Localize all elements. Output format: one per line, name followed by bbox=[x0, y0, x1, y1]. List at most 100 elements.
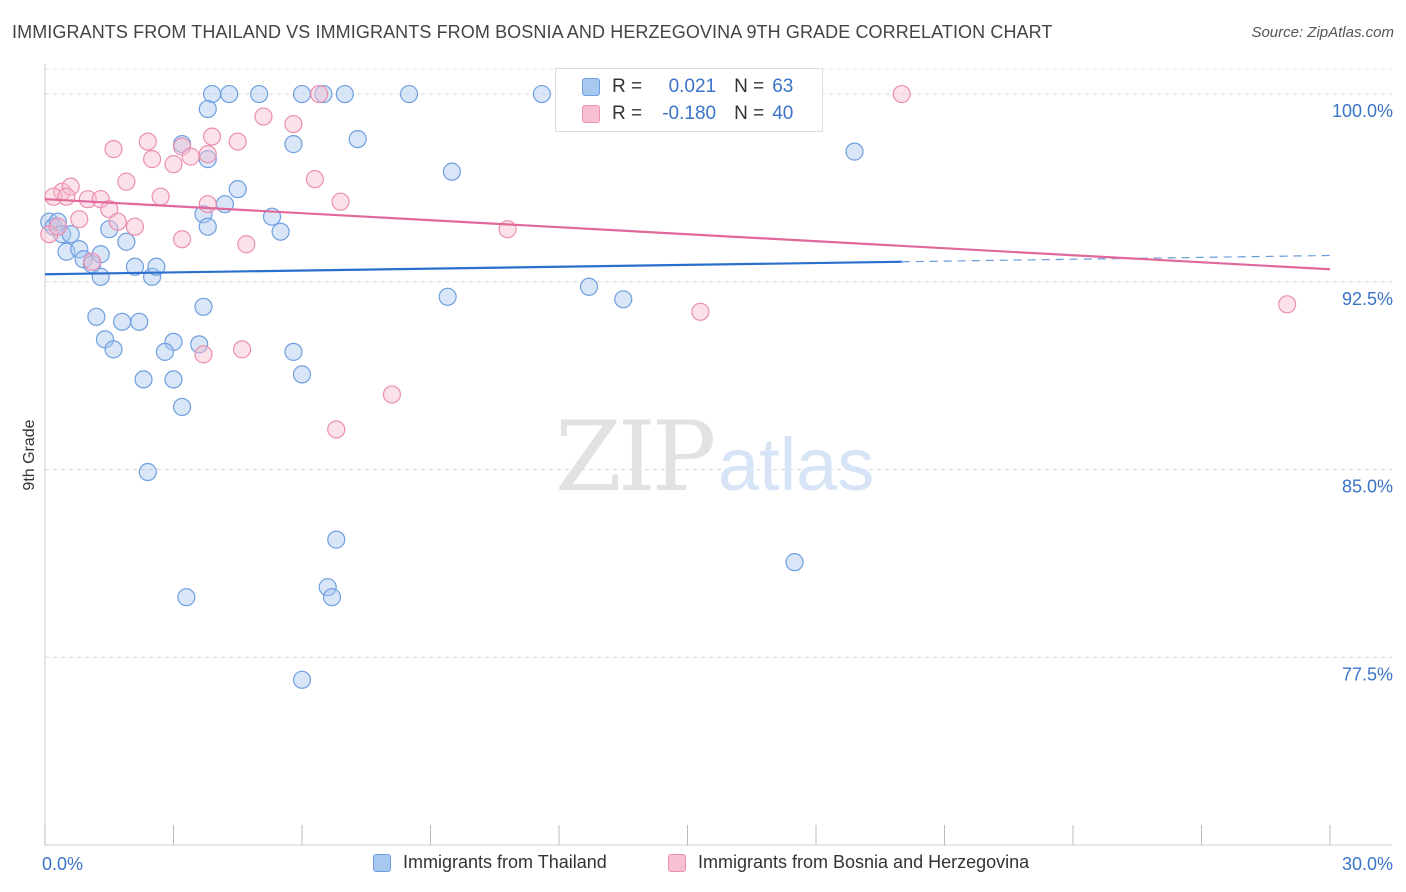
point-thailand bbox=[327, 530, 346, 549]
point-thailand bbox=[579, 277, 599, 296]
point-thailand bbox=[147, 257, 166, 276]
point-bosnia bbox=[198, 145, 217, 164]
point-thailand bbox=[335, 84, 354, 104]
point-thailand bbox=[322, 588, 342, 607]
point-thailand bbox=[250, 84, 269, 104]
point-bosnia bbox=[138, 132, 157, 151]
point-bosnia bbox=[61, 177, 80, 196]
point-thailand bbox=[202, 84, 222, 104]
legend-n-value: 63 bbox=[772, 76, 794, 97]
point-thailand bbox=[87, 307, 106, 326]
legend-r-label: R = bbox=[612, 76, 643, 97]
point-thailand bbox=[284, 135, 303, 154]
x-tick-labels: 0.0% 30.0% bbox=[42, 854, 1393, 874]
point-thailand bbox=[198, 99, 217, 119]
series-legend: Immigrants from Thailand Immigrants from… bbox=[0, 852, 1406, 878]
legend-r-value: -0.180 bbox=[662, 103, 717, 124]
point-bosnia bbox=[151, 187, 170, 206]
point-bosnia bbox=[78, 190, 97, 209]
point-bosnia bbox=[83, 252, 102, 271]
point-thailand bbox=[228, 180, 247, 199]
point-bosnia bbox=[305, 170, 324, 189]
point-bosnia bbox=[382, 385, 402, 404]
point-thailand bbox=[318, 578, 337, 597]
point-thailand bbox=[125, 257, 145, 276]
point-thailand bbox=[614, 290, 633, 309]
y-axis-label: 9th Grade bbox=[21, 419, 38, 490]
series-swatch-thailand bbox=[373, 853, 391, 872]
legend-n-label: N = bbox=[734, 76, 765, 97]
point-bosnia bbox=[100, 200, 119, 219]
point-thailand bbox=[785, 553, 804, 572]
grid-lines bbox=[45, 68, 1392, 658]
point-thailand bbox=[284, 342, 303, 361]
point-thailand bbox=[314, 84, 333, 104]
x-tick-label: 30.0% bbox=[1342, 854, 1393, 874]
point-bosnia bbox=[237, 235, 256, 254]
point-thailand bbox=[112, 312, 132, 331]
point-bosnia bbox=[104, 140, 123, 159]
series-label-bosnia: Immigrants from Bosnia and Herzegovina bbox=[698, 852, 1030, 872]
point-thailand bbox=[442, 162, 462, 181]
point-thailand bbox=[164, 370, 183, 389]
point-thailand bbox=[399, 84, 419, 104]
point-thailand bbox=[172, 397, 192, 417]
point-thailand bbox=[177, 588, 196, 607]
stats-legend: R = 0.021 N = 63 R = -0.180 N = 40 bbox=[555, 68, 823, 132]
point-thailand bbox=[130, 312, 149, 331]
trend-line-bosnia bbox=[44, 198, 1331, 271]
point-bosnia bbox=[108, 212, 127, 231]
chart-title: IMMIGRANTS FROM THAILAND VS IMMIGRANTS F… bbox=[12, 22, 1053, 42]
point-thailand bbox=[155, 342, 175, 361]
point-bosnia bbox=[310, 84, 329, 104]
series-legend-bosnia[interactable]: Immigrants from Bosnia and Herzegovina bbox=[668, 852, 1029, 873]
series-label-thailand: Immigrants from Thailand bbox=[403, 852, 607, 872]
point-thailand bbox=[198, 217, 217, 236]
watermark-atlas: atlas bbox=[718, 423, 874, 506]
point-bosnia bbox=[892, 84, 911, 104]
point-thailand bbox=[117, 232, 136, 251]
point-thailand bbox=[190, 335, 209, 354]
point-thailand bbox=[91, 267, 110, 286]
point-bosnia bbox=[284, 114, 303, 134]
point-bosnia bbox=[164, 155, 183, 174]
point-thailand bbox=[271, 222, 290, 241]
legend-swatch-thailand bbox=[582, 78, 600, 96]
scatter-points bbox=[40, 84, 1297, 689]
point-thailand bbox=[194, 297, 213, 316]
point-bosnia bbox=[194, 345, 213, 364]
legend-n-value: 40 bbox=[772, 103, 794, 124]
point-thailand bbox=[292, 84, 312, 104]
y-tick-label: 92.5% bbox=[1342, 289, 1393, 309]
legend-r-value: 0.021 bbox=[668, 76, 717, 97]
legend-swatch-bosnia bbox=[582, 105, 600, 123]
point-bosnia bbox=[228, 132, 247, 151]
legend-row-bosnia: R = -0.180 N = 40 bbox=[582, 103, 793, 125]
watermark: ZIP atlas bbox=[555, 401, 874, 513]
point-thailand bbox=[292, 670, 312, 689]
point-bosnia bbox=[142, 150, 162, 169]
legend-n-label: N = bbox=[734, 103, 765, 124]
point-bosnia bbox=[117, 172, 136, 191]
point-thailand bbox=[220, 84, 239, 104]
point-thailand bbox=[438, 287, 457, 306]
series-swatch-bosnia bbox=[668, 853, 686, 872]
point-thailand bbox=[532, 84, 551, 104]
point-thailand bbox=[134, 370, 153, 389]
point-bosnia bbox=[1278, 295, 1297, 314]
point-bosnia bbox=[232, 340, 252, 359]
point-bosnia bbox=[691, 302, 710, 321]
point-thailand bbox=[70, 240, 89, 259]
trend-lines bbox=[44, 198, 1331, 276]
x-tick-label: 0.0% bbox=[42, 854, 83, 874]
point-bosnia bbox=[172, 230, 192, 249]
point-bosnia bbox=[202, 127, 222, 146]
point-bosnia bbox=[125, 217, 145, 236]
watermark-zip: ZIP bbox=[555, 401, 714, 513]
point-bosnia bbox=[57, 187, 76, 206]
series-legend-thailand[interactable]: Immigrants from Thailand bbox=[373, 852, 607, 873]
point-bosnia bbox=[198, 195, 217, 214]
y-tick-label: 85.0% bbox=[1342, 477, 1393, 497]
point-bosnia bbox=[181, 147, 200, 166]
